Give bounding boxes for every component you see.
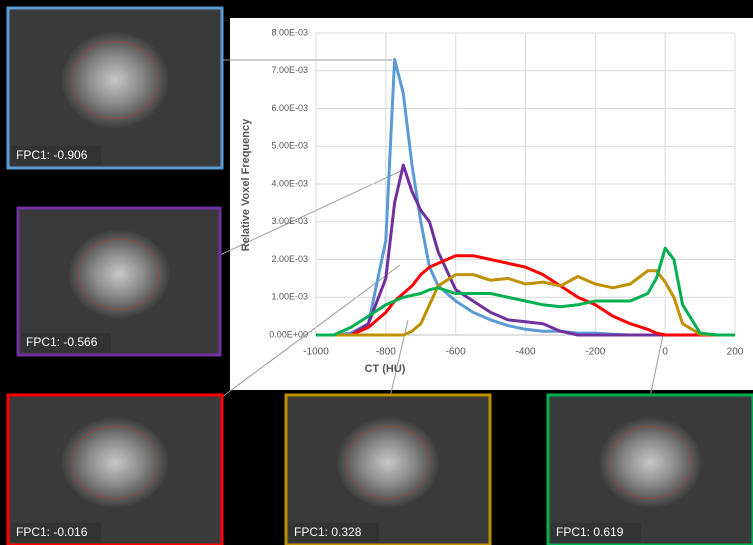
y-tick-label: 3.00E-03 bbox=[271, 216, 308, 226]
x-tick-label: 200 bbox=[727, 347, 744, 358]
x-tick-label: 0 bbox=[662, 347, 668, 358]
y-tick-label: 6.00E-03 bbox=[271, 103, 308, 113]
y-tick-label: 1.00E-03 bbox=[271, 292, 308, 302]
image-panel: FPC1: -0.016 bbox=[8, 395, 222, 545]
caption: FPC1: 0.328 bbox=[294, 525, 362, 539]
lesion bbox=[337, 418, 439, 508]
caption: FPC1: -0.906 bbox=[16, 148, 88, 162]
lesion bbox=[599, 418, 702, 508]
y-tick-label: 8.00E-03 bbox=[271, 27, 308, 37]
image-panel: FPC1: -0.906 bbox=[8, 8, 222, 168]
image-panel: FPC1: 0.619 bbox=[548, 395, 753, 545]
x-tick-label: -600 bbox=[446, 347, 466, 358]
y-tick-label: 0.00E+00 bbox=[269, 329, 308, 339]
y-axis-title: Relative Voxel Frequency bbox=[240, 118, 252, 251]
y-tick-label: 2.00E-03 bbox=[271, 254, 308, 264]
image-panel: FPC1: 0.328 bbox=[286, 395, 490, 545]
y-tick-label: 7.00E-03 bbox=[271, 65, 308, 75]
x-axis-title: CT (HU) bbox=[365, 363, 406, 375]
caption: FPC1: -0.016 bbox=[16, 525, 88, 539]
caption: FPC1: 0.619 bbox=[556, 525, 624, 539]
y-tick-label: 4.00E-03 bbox=[271, 178, 308, 188]
lesion bbox=[62, 418, 169, 508]
x-tick-label: -800 bbox=[376, 347, 396, 358]
figure: CT (HU) Relative Voxel Frequency 0.00E+0… bbox=[0, 0, 753, 545]
x-tick-label: -1000 bbox=[303, 347, 329, 358]
image-panel: FPC1: -0.566 bbox=[18, 208, 220, 355]
lesion bbox=[62, 32, 169, 128]
lesion bbox=[69, 230, 170, 318]
caption: FPC1: -0.566 bbox=[26, 335, 98, 349]
x-tick-label: -400 bbox=[515, 347, 535, 358]
x-tick-label: -200 bbox=[585, 347, 605, 358]
y-tick-label: 5.00E-03 bbox=[271, 141, 308, 151]
